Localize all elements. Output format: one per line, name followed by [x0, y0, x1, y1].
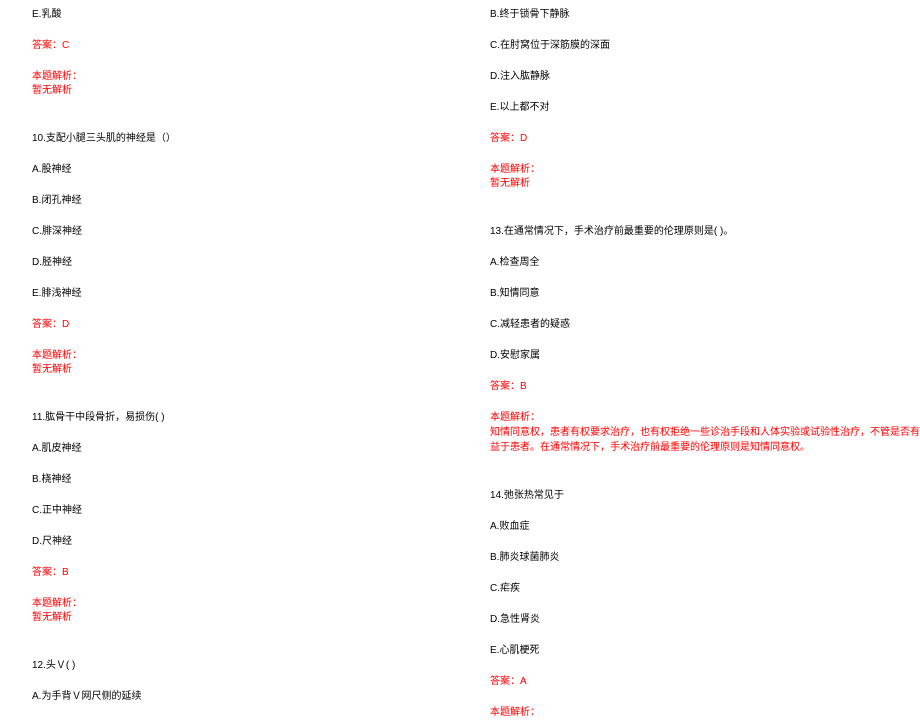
q9-analysis-label: 本题解析： [32, 70, 462, 84]
q14-answer: 答案：A [490, 675, 920, 689]
q14-option-a: A.败血症 [490, 520, 920, 534]
q12-option-a: A.为手背Ｖ网尺侧的延续 [32, 690, 462, 704]
q12-option-b: B.终于锁骨下静脉 [490, 8, 920, 22]
q11-option-b: B.桡神经 [32, 473, 462, 487]
q14-option-c: C.疟疾 [490, 582, 920, 596]
q14-option-b: B.肺炎球菌肺炎 [490, 551, 920, 565]
q12-stem: 12.头Ｖ( ) [32, 659, 462, 673]
q10-option-d: D.胫神经 [32, 256, 462, 270]
q9-analysis-content: 暂无解析 [32, 84, 462, 98]
q11-analysis-content: 暂无解析 [32, 611, 462, 625]
q13-stem: 13.在通常情况下，手术治疗前最重要的伦理原则是( )。 [490, 225, 920, 239]
q9-answer: 答案：C [32, 39, 462, 53]
q14-stem: 14.弛张热常见于 [490, 489, 920, 503]
right-column: B.终于锁骨下静脉 C.在肘窝位于深筋膜的深面 D.注入肱静脉 E.以上都不对 … [490, 8, 920, 720]
q13-answer: 答案：B [490, 380, 920, 394]
q12-answer: 答案：D [490, 132, 920, 146]
q13-option-d: D.安慰家属 [490, 349, 920, 363]
q11-analysis-label: 本题解析： [32, 597, 462, 611]
q12-option-e: E.以上都不对 [490, 101, 920, 115]
q11-answer: 答案：B [32, 566, 462, 580]
q12-analysis-label: 本题解析： [490, 163, 920, 177]
q12-option-d: D.注入肱静脉 [490, 70, 920, 84]
q10-stem: 10.支配小腿三头肌的神经是（） [32, 132, 462, 146]
q14-analysis-label: 本题解析： [490, 706, 920, 720]
q13-option-b: B.知情同意 [490, 287, 920, 301]
q9-option-e: E.乳酸 [32, 8, 462, 22]
q10-option-e: E.腓浅神经 [32, 287, 462, 301]
q14-option-e: E.心肌梗死 [490, 644, 920, 658]
q14-option-d: D.急性肾炎 [490, 613, 920, 627]
q13-analysis-content: 知情同意权，患者有权要求治疗，也有权拒绝一些诊治手段和人体实验或试验性治疗，不管… [490, 425, 920, 455]
q10-analysis-content: 暂无解析 [32, 363, 462, 377]
left-column: E.乳酸 答案：C 本题解析： 暂无解析 10.支配小腿三头肌的神经是（） A.… [32, 8, 462, 721]
q10-option-a: A.股神经 [32, 163, 462, 177]
q10-analysis-label: 本题解析： [32, 349, 462, 363]
q11-option-d: D.尺神经 [32, 535, 462, 549]
q12-analysis-content: 暂无解析 [490, 177, 920, 191]
q11-option-c: C.正中神经 [32, 504, 462, 518]
q13-option-a: A.检查周全 [490, 256, 920, 270]
q13-analysis-label: 本题解析： [490, 411, 920, 425]
q13-option-c: C.减轻患者的疑惑 [490, 318, 920, 332]
q10-option-b: B.闭孔神经 [32, 194, 462, 208]
q11-option-a: A.肌皮神经 [32, 442, 462, 456]
q10-option-c: C.腓深神经 [32, 225, 462, 239]
q11-stem: 11.肱骨干中段骨折，易损伤( ) [32, 411, 462, 425]
q10-answer: 答案：D [32, 318, 462, 332]
q12-option-c: C.在肘窝位于深筋膜的深面 [490, 39, 920, 53]
